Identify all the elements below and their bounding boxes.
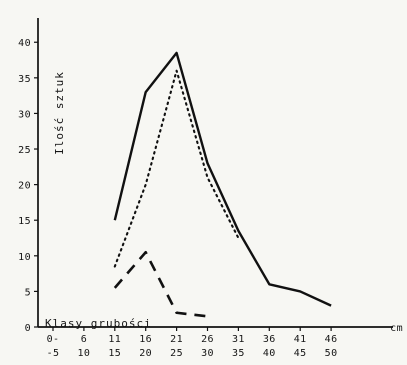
x-tick-label-bottom: 15 <box>108 348 121 359</box>
x-tick-label-bottom: 35 <box>232 348 245 359</box>
series-dotted-point <box>145 184 147 186</box>
y-tick-label: 40 <box>18 38 31 49</box>
x-tick-label-bottom: 50 <box>325 348 338 359</box>
x-tick-label-bottom: 10 <box>77 348 90 359</box>
series-dashed-point <box>145 251 147 253</box>
series-dotted-line <box>115 71 239 267</box>
series-dotted-point <box>238 237 240 239</box>
series-dotted-point <box>176 70 178 72</box>
series-solid-point <box>269 283 271 285</box>
y-axis-label: Ilość sztuk <box>53 71 66 155</box>
series-dotted-point <box>207 177 209 179</box>
y-tick-label: 10 <box>18 252 31 263</box>
series-dashed-line <box>115 252 208 316</box>
x-tick-label-top: 16 <box>139 334 152 345</box>
x-tick-label-top: 0- <box>47 334 60 345</box>
x-axis-unit: cm <box>390 323 403 334</box>
labels: 0 5 10 15 20 25 30 35 40 0- -5 6 10 11 15 16 20 21 25 26 30 3… <box>18 38 403 359</box>
x-tick-label-top: 11 <box>108 334 121 345</box>
y-tick-label: 15 <box>18 216 31 227</box>
series-solid-point <box>299 291 301 293</box>
x-tick-label-top: 6 <box>81 334 87 345</box>
x-tick-label-top: 46 <box>325 334 338 345</box>
x-tick-label-bottom: 20 <box>139 348 152 359</box>
series-solid-point <box>238 230 240 232</box>
series-dashed-point <box>114 287 116 289</box>
x-tick-label-top: 26 <box>201 334 214 345</box>
x-tick-label-top: 41 <box>294 334 307 345</box>
x-tick-label-bottom: 45 <box>294 348 307 359</box>
series-solid-point <box>145 91 147 93</box>
x-tick-label-bottom: -5 <box>47 348 60 359</box>
series-dotted-point <box>114 266 116 268</box>
x-tick-label-bottom: 30 <box>201 348 214 359</box>
x-tick-label-bottom: 40 <box>263 348 276 359</box>
series-dashed-point <box>176 312 178 314</box>
y-tick-label: 25 <box>18 145 31 156</box>
series-dashed-point <box>207 316 209 318</box>
series-layer <box>114 52 332 317</box>
x-tick-label-top: 31 <box>232 334 245 345</box>
y-tick-label: 5 <box>25 287 31 298</box>
y-tick-label: 35 <box>18 74 31 85</box>
series-solid-point <box>207 162 209 164</box>
x-tick-label-top: 21 <box>170 334 183 345</box>
series-solid-point <box>114 219 116 221</box>
y-tick-label: 30 <box>18 109 31 120</box>
y-tick-label: 0 <box>25 323 31 334</box>
x-tick-label-bottom: 25 <box>170 348 183 359</box>
series-solid-point <box>330 305 332 307</box>
x-tick-label-top: 36 <box>263 334 276 345</box>
y-tick-label: 20 <box>18 181 31 192</box>
series-solid-point <box>176 52 178 54</box>
x-axis-label: Klasy grubości <box>45 317 152 330</box>
